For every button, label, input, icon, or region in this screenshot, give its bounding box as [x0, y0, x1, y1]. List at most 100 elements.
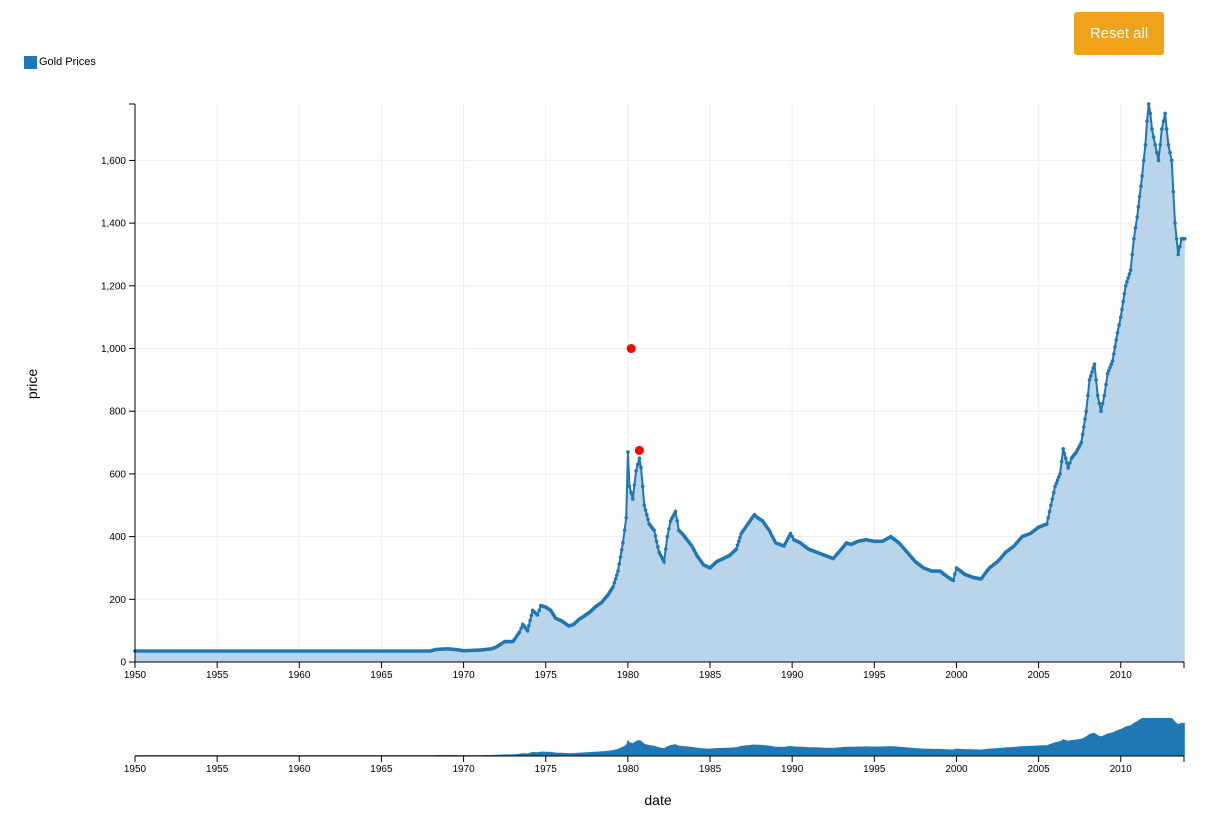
data-point: [640, 484, 645, 489]
data-point: [1139, 184, 1143, 189]
brush-x-tick-label: 1965: [370, 764, 393, 775]
data-point: [527, 623, 531, 628]
data-point: [1094, 378, 1098, 382]
price-points: [133, 102, 1187, 653]
data-point: [1047, 509, 1052, 514]
y-tick-label: 1,200: [101, 281, 126, 292]
data-point: [1153, 143, 1157, 147]
highlight-point[interactable]: [634, 445, 644, 455]
brush-x-tick-label: 1970: [452, 764, 475, 775]
data-point: [1102, 393, 1107, 398]
data-point: [635, 462, 640, 467]
data-point: [675, 519, 679, 523]
y-axis: 0 200 400 600 800 1,000 1,200 1,400 1,600: [101, 103, 136, 669]
data-point: [673, 509, 678, 514]
data-point: [621, 541, 625, 545]
brush-x-tick-label: 1985: [699, 764, 722, 775]
data-point: [1065, 461, 1069, 465]
data-point: [519, 626, 523, 631]
data-point: [1054, 481, 1059, 486]
data-point: [654, 539, 659, 544]
data-point: [1068, 461, 1072, 465]
data-point: [1140, 174, 1144, 178]
data-point: [665, 534, 670, 539]
data-point: [1163, 111, 1167, 116]
data-point: [652, 528, 656, 533]
y-tick-label: 600: [109, 469, 126, 480]
data-point: [1053, 484, 1057, 489]
data-point: [1110, 359, 1115, 363]
data-point: [663, 547, 668, 551]
data-point: [951, 578, 955, 583]
data-point: [612, 581, 617, 585]
brush-x-tick-label: 1995: [863, 764, 886, 775]
legend: Gold Prices: [24, 55, 96, 69]
data-point: [525, 628, 530, 633]
data-point: [1161, 119, 1166, 123]
data-point: [528, 618, 532, 623]
data-point: [1118, 315, 1123, 320]
data-point: [1171, 190, 1176, 194]
range-selector[interactable]: 1950 1955 1960 1965 1970 1975 1980 1985 1990 1995…: [124, 718, 1185, 775]
data-point: [1126, 276, 1130, 280]
data-point: [632, 483, 637, 487]
data-point: [1113, 345, 1117, 349]
legend-label: Gold Prices: [39, 56, 96, 68]
x-tick-label: 1955: [206, 670, 229, 681]
data-point: [616, 569, 620, 573]
data-point: [1063, 456, 1068, 461]
brush-x-tick-label: 2005: [1027, 764, 1050, 775]
data-point: [631, 497, 635, 501]
brush-x-tick-label: 1955: [206, 764, 229, 775]
y-axis-title: price: [24, 369, 40, 400]
data-point: [1176, 252, 1180, 257]
data-point: [1105, 371, 1110, 376]
data-point: [790, 534, 794, 539]
x-tick-label: 1965: [370, 670, 393, 681]
data-point: [1055, 478, 1060, 483]
y-tick-label: 0: [120, 658, 126, 669]
data-point: [1092, 362, 1097, 367]
data-point: [1061, 447, 1065, 451]
brush-x-tick-label: 2000: [945, 764, 968, 775]
data-point: [1148, 111, 1153, 116]
data-point: [953, 572, 957, 576]
data-point: [1051, 490, 1056, 495]
y-tick-label: 200: [109, 595, 126, 606]
data-point: [618, 555, 623, 559]
data-point: [615, 573, 619, 577]
data-point: [1107, 368, 1111, 373]
data-point: [1158, 143, 1162, 147]
data-point: [1178, 244, 1182, 249]
data-point: [1125, 280, 1129, 284]
y-tick-label: 1,000: [101, 344, 126, 355]
data-point: [1168, 150, 1172, 155]
x-tick-label: 1970: [452, 670, 475, 681]
x-tick-label: 1995: [863, 670, 886, 681]
data-point: [1141, 158, 1146, 163]
data-point: [656, 545, 660, 549]
data-point: [1123, 284, 1128, 288]
data-point: [1156, 158, 1161, 163]
data-point: [619, 548, 624, 552]
data-point: [788, 531, 793, 536]
data-point: [737, 539, 741, 544]
data-point: [1127, 272, 1132, 276]
data-point: [537, 608, 541, 613]
data-point: [1114, 338, 1118, 342]
brush-x-tick-label: 1990: [781, 764, 804, 775]
reset-all-button[interactable]: Reset all: [1074, 12, 1164, 55]
range-selector-x-axis: 1950 1955 1960 1965 1970 1975 1980 1985 1990 1995…: [124, 755, 1185, 775]
price-area: [135, 104, 1185, 662]
data-point: [1097, 401, 1102, 406]
data-point: [1079, 440, 1084, 445]
data-point: [642, 503, 647, 508]
data-point: [1133, 226, 1138, 230]
data-point: [637, 456, 642, 461]
x-tick-label: 2010: [1110, 670, 1133, 681]
highlight-point[interactable]: [626, 344, 636, 354]
brush-x-tick-label: 1960: [288, 764, 311, 775]
x-tick-label: 2005: [1027, 670, 1050, 681]
data-point: [1122, 291, 1127, 296]
